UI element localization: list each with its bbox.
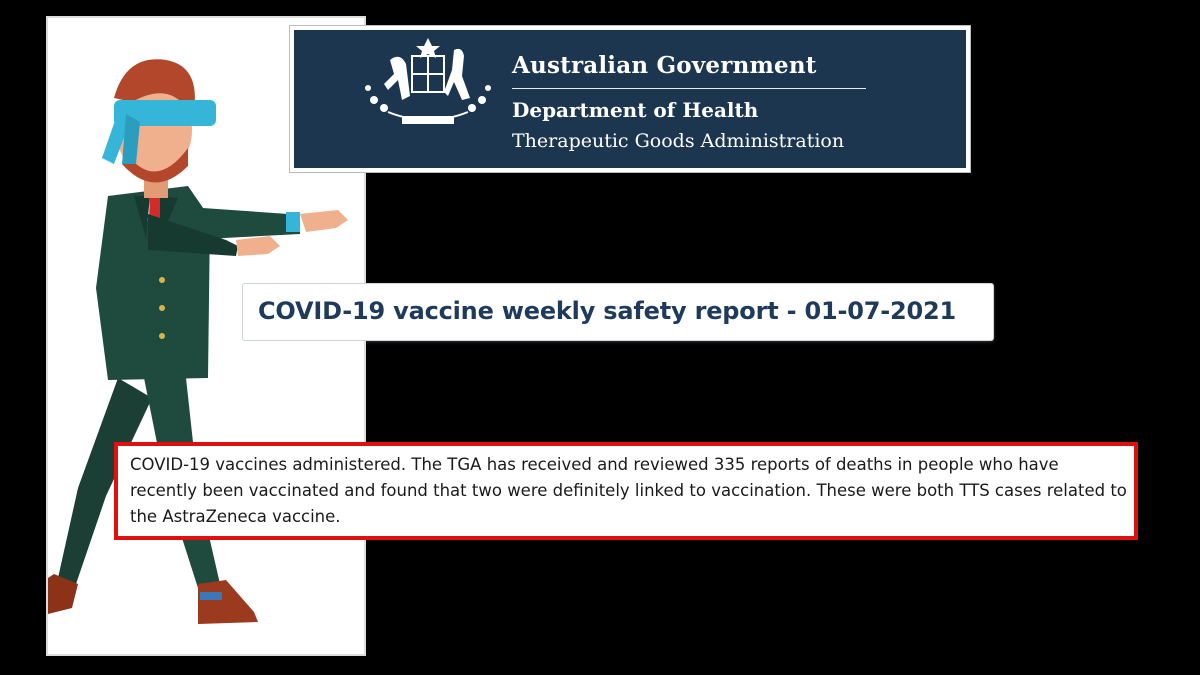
banner-divider (512, 88, 866, 89)
highlighted-excerpt: COVID-19 vaccines administered. The TGA … (114, 442, 1138, 540)
excerpt-text: COVID-19 vaccines administered. The TGA … (130, 455, 1127, 526)
agency-name: Therapeutic Goods Administration (512, 130, 845, 152)
australian-government-title: Australian Government (512, 52, 817, 79)
department-name: Department of Health (512, 98, 759, 122)
report-title: COVID-19 vaccine weekly safety report - … (258, 297, 957, 325)
government-banner-panel: Australian Government Department of Heal… (294, 30, 966, 168)
government-banner: Australian Government Department of Heal… (290, 26, 970, 172)
blindfolded-businessman-illustration (48, 59, 348, 624)
australian-coat-of-arms-icon (365, 38, 491, 124)
report-title-box: COVID-19 vaccine weekly safety report - … (242, 283, 994, 341)
